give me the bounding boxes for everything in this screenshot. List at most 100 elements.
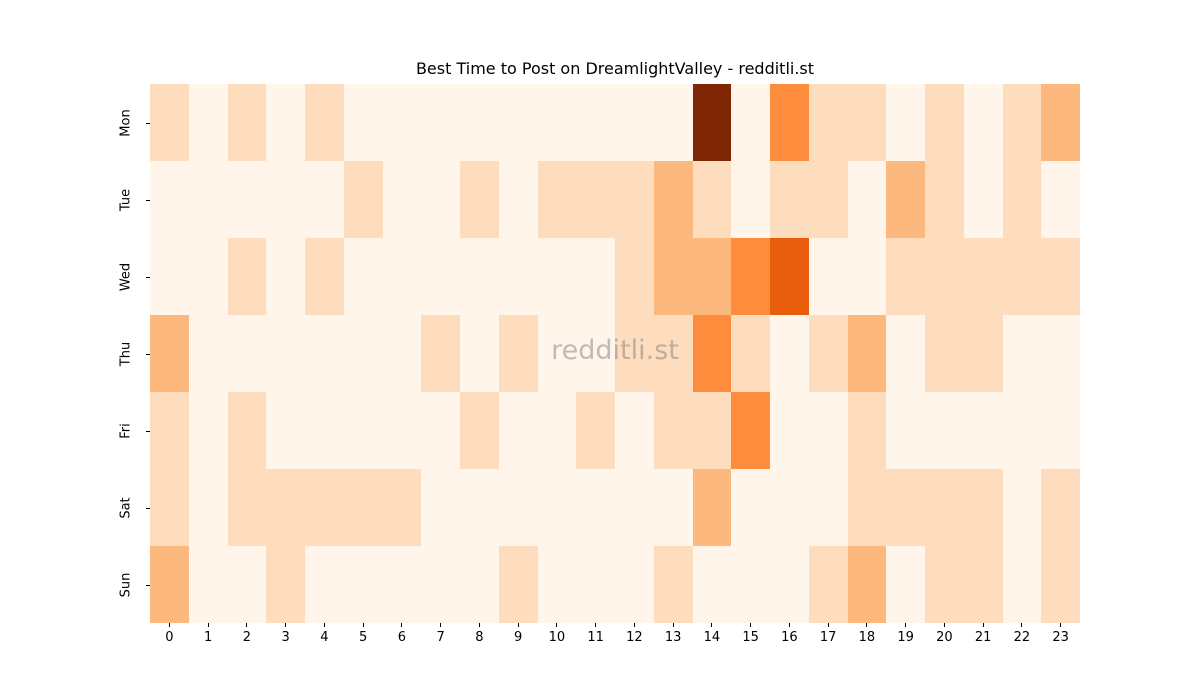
x-tick-mark xyxy=(362,623,364,627)
heatmap-cell xyxy=(460,238,499,315)
heatmap-cell xyxy=(343,546,383,623)
x-tick-label: 5 xyxy=(344,623,383,645)
heatmap-cell xyxy=(653,546,693,623)
heatmap-cell xyxy=(305,161,344,238)
x-tick-text: 12 xyxy=(626,630,643,645)
heatmap-cell xyxy=(421,469,460,546)
x-tick-label: 18 xyxy=(848,623,887,645)
heatmap-cell xyxy=(925,238,964,315)
heatmap-cell xyxy=(731,84,770,161)
x-tick-label: 17 xyxy=(809,623,848,645)
heatmap-cell xyxy=(692,84,732,161)
x-tick-text: 6 xyxy=(397,630,407,645)
y-tick-text: Sun xyxy=(118,572,134,597)
heatmap-cell xyxy=(615,546,654,623)
heatmap-cell xyxy=(653,238,693,315)
heatmap-cell xyxy=(615,161,654,238)
heatmap-grid xyxy=(150,84,1080,623)
x-tick-mark xyxy=(633,623,635,627)
x-tick-mark xyxy=(1060,623,1062,627)
x-tick-mark xyxy=(750,623,752,627)
y-tick-label: Mon xyxy=(106,84,150,161)
y-tick-text: Tue xyxy=(118,188,134,211)
x-tick-mark xyxy=(788,623,790,627)
heatmap-cell xyxy=(460,469,499,546)
y-tick-text: Fri xyxy=(118,422,134,439)
x-tick-text: 13 xyxy=(664,630,682,645)
x-tick-label: 19 xyxy=(886,623,925,645)
heatmap-cell xyxy=(1041,392,1080,469)
heatmap-cell xyxy=(731,392,770,469)
x-tick-text: 21 xyxy=(974,630,992,645)
chart-title: Best Time to Post on DreamlightValley - … xyxy=(415,59,815,78)
heatmap-cell xyxy=(498,161,538,238)
y-tick-mark xyxy=(146,584,150,586)
heatmap-cell xyxy=(188,546,228,623)
x-tick-mark xyxy=(246,623,248,627)
y-tick-label: Fri xyxy=(106,392,150,469)
heatmap-cell xyxy=(886,161,925,238)
x-tick-text: 23 xyxy=(1052,630,1069,645)
heatmap-cell xyxy=(343,238,383,315)
heatmap-cell xyxy=(421,161,460,238)
x-tick-mark xyxy=(285,623,287,627)
x-tick-label: 6 xyxy=(383,623,422,645)
heatmap-cell xyxy=(963,315,1003,392)
x-tick-mark xyxy=(207,623,209,627)
heatmap-cell xyxy=(421,392,460,469)
heatmap-cell xyxy=(421,84,460,161)
heatmap-cell xyxy=(537,315,577,392)
heatmap-cell xyxy=(653,315,693,392)
heatmap-cell xyxy=(498,84,538,161)
heatmap-cell xyxy=(537,161,577,238)
heatmap-cell xyxy=(808,469,848,546)
heatmap-cell xyxy=(615,315,654,392)
x-tick-label: 20 xyxy=(925,623,964,645)
x-tick-label: 3 xyxy=(266,623,305,645)
heatmap-cell xyxy=(692,392,732,469)
heatmap-cell xyxy=(576,469,615,546)
heatmap-cell xyxy=(227,315,267,392)
heatmap-cell xyxy=(653,84,693,161)
heatmap-cell xyxy=(343,161,383,238)
heatmap-cell xyxy=(886,469,925,546)
heatmap-cell xyxy=(1002,392,1042,469)
heatmap-plot-area: redditli.st xyxy=(150,84,1080,623)
y-tick-label: Sat xyxy=(106,469,150,546)
x-tick-text: 5 xyxy=(358,630,368,645)
heatmap-cell xyxy=(188,84,228,161)
y-tick-label: Wed xyxy=(106,238,150,315)
heatmap-cell xyxy=(343,392,383,469)
heatmap-cell xyxy=(150,546,189,623)
heatmap-cell xyxy=(227,161,267,238)
x-tick-mark xyxy=(866,623,868,627)
heatmap-cell xyxy=(576,392,615,469)
y-tick-mark xyxy=(146,507,150,509)
heatmap-cell xyxy=(770,546,809,623)
heatmap-cell xyxy=(266,315,305,392)
x-tick-text: 0 xyxy=(165,630,174,645)
heatmap-cell xyxy=(1041,161,1080,238)
heatmap-cell xyxy=(731,238,770,315)
x-tick-label: 1 xyxy=(189,623,228,645)
x-tick-text: 20 xyxy=(936,630,953,645)
x-tick-mark xyxy=(401,623,403,627)
heatmap-cell xyxy=(576,238,615,315)
heatmap-cell xyxy=(770,469,809,546)
x-tick-mark xyxy=(440,623,442,627)
heatmap-cell xyxy=(227,84,267,161)
heatmap-cell xyxy=(847,238,887,315)
heatmap-cell xyxy=(421,238,460,315)
y-tick-mark xyxy=(146,199,150,201)
x-tick-text: 2 xyxy=(242,630,252,645)
heatmap-cell xyxy=(963,84,1003,161)
heatmap-cell xyxy=(421,315,460,392)
x-tick-label: 4 xyxy=(305,623,344,645)
heatmap-cell xyxy=(847,546,887,623)
heatmap-cell xyxy=(188,161,228,238)
x-tick-mark xyxy=(595,623,597,627)
x-tick-label: 2 xyxy=(228,623,267,645)
x-tick-label: 15 xyxy=(731,623,770,645)
heatmap-cell xyxy=(188,469,228,546)
x-tick-text: 9 xyxy=(513,630,523,645)
